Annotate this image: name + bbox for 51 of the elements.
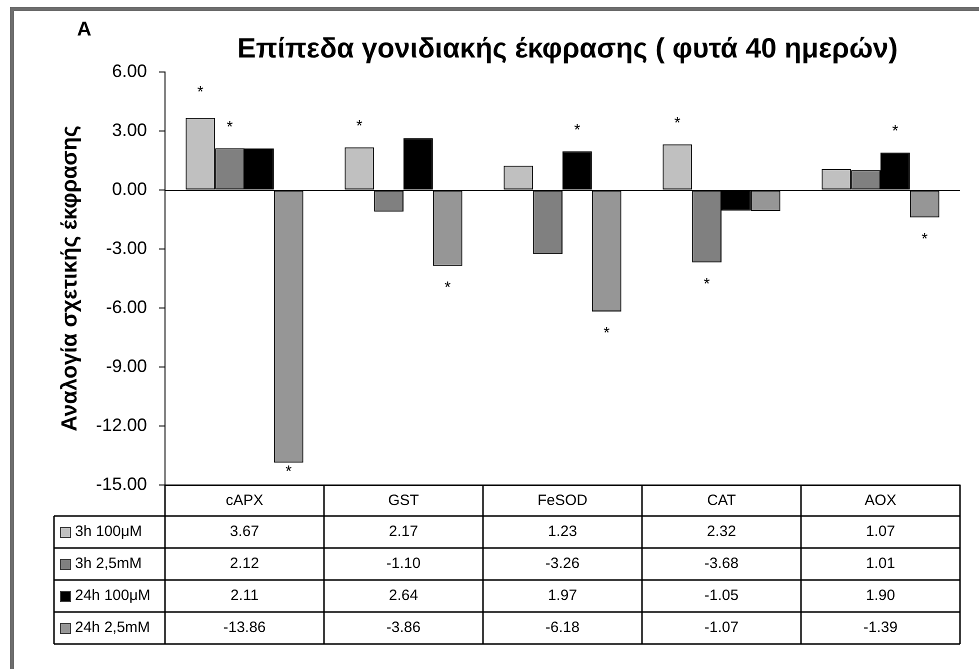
data-label: 1.23	[548, 523, 578, 540]
data-label: -3.68	[704, 555, 739, 572]
y-tick-label: 6.00	[112, 60, 147, 81]
annotation: *	[356, 118, 362, 135]
annotation: *	[604, 325, 610, 342]
x-tick-label: FeSOD	[537, 492, 588, 510]
data-label: -1.39	[863, 619, 898, 636]
x-tick-label: cAPX	[226, 492, 264, 510]
data-label: 1.01	[866, 555, 896, 572]
x-tick-label: AOX	[864, 492, 896, 510]
annotation: *	[674, 114, 680, 132]
annotation: *	[704, 276, 710, 293]
text: A	[77, 18, 92, 41]
legend-label: 3h 100μM	[75, 523, 142, 540]
data-label: -1.07	[704, 619, 739, 636]
y-tick-label: 0.00	[112, 178, 147, 199]
data-label: -3.86	[386, 619, 421, 636]
annotation: *	[574, 122, 580, 139]
data-label: -13.86	[223, 619, 266, 636]
x-tick-label: GST	[388, 492, 419, 510]
data-label: 1.90	[866, 587, 896, 604]
data-label: 2.17	[388, 523, 418, 540]
data-label: 2.11	[230, 587, 259, 604]
legend-label: 24h 2,5mM	[75, 619, 150, 636]
y-tick-label: -15.00	[96, 474, 147, 494]
y-tick-label: -6.00	[106, 296, 147, 317]
y-tick-label: 3.00	[112, 120, 147, 140]
annotation: *	[922, 230, 928, 248]
y-tick-label: -3.00	[106, 238, 147, 258]
x-tick-label: CAT	[707, 492, 736, 510]
annotation: *	[226, 118, 233, 136]
data-label: -1.10	[386, 555, 421, 572]
data-label: -1.05	[704, 587, 739, 604]
legend-label: 3h 2,5mM	[75, 555, 142, 572]
data-label: 2.64	[388, 587, 418, 604]
annotation: *	[286, 464, 292, 480]
y-axis-title: Αναλογία σχετικής έκφρασης	[56, 126, 82, 432]
data-label: -3.26	[545, 555, 580, 572]
data-label: 2.12	[230, 555, 260, 572]
data-label: 1.07	[866, 523, 896, 540]
chart-title: Επίπεδα γονιδιακής έκφρασης ( φυτά 40 ημερών)	[237, 32, 898, 64]
annotation: *	[444, 279, 451, 296]
data-label: 1.97	[548, 587, 578, 604]
data-label: 2.32	[706, 523, 736, 540]
data-label: -6.18	[545, 619, 580, 636]
y-tick-label: -9.00	[106, 356, 147, 376]
data-label: 3.67	[230, 523, 260, 540]
legend-label: 24h 100μM	[75, 587, 150, 604]
annotation: *	[892, 123, 898, 140]
y-tick-label: -12.00	[96, 414, 147, 435]
annotation: *	[197, 84, 204, 101]
